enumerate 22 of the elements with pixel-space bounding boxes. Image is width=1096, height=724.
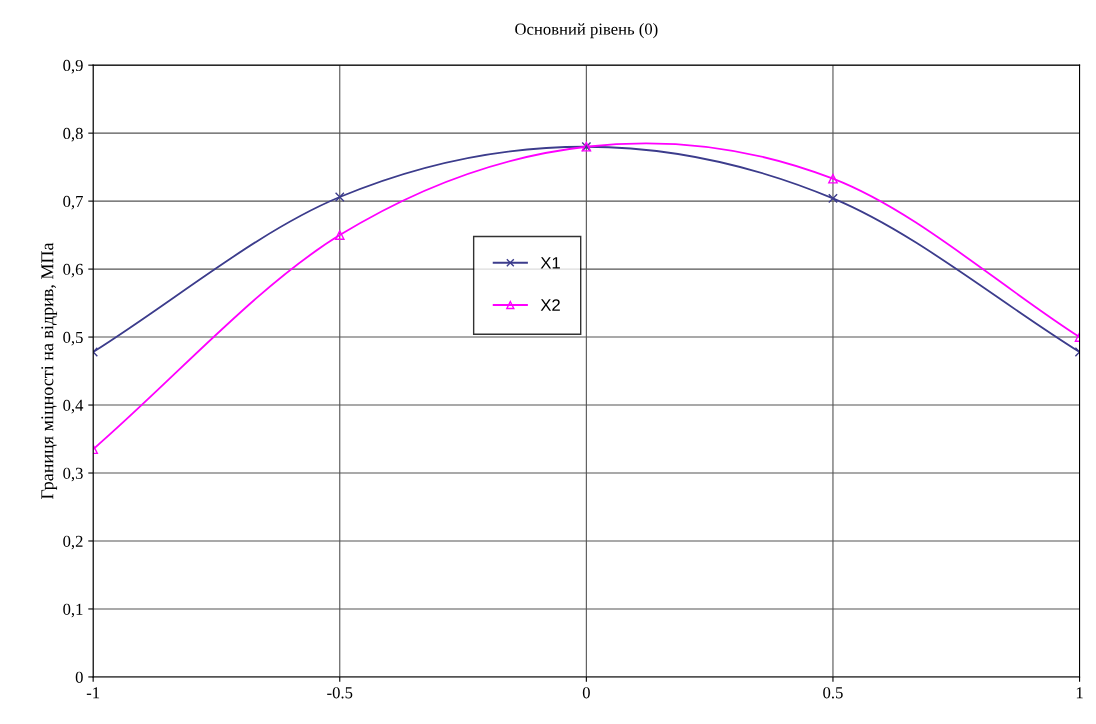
point bbox=[828, 193, 838, 204]
x-tick-label: 1 bbox=[1076, 687, 1083, 699]
y-tick-label: 0,4 bbox=[63, 399, 84, 414]
chart-title: Основний рівень (0) bbox=[515, 23, 658, 39]
point bbox=[828, 173, 838, 184]
y-tick-label: 0,7 bbox=[63, 195, 83, 210]
x-tick-label: 0 bbox=[582, 687, 590, 699]
y-tick-label: 0,8 bbox=[63, 127, 83, 142]
x-tick-label: 0.5 bbox=[823, 687, 843, 699]
legend-label: X2 bbox=[540, 299, 560, 311]
point bbox=[334, 192, 345, 202]
y-tick-label: 0,2 bbox=[63, 535, 83, 550]
legend-label: X1 bbox=[540, 257, 560, 269]
y-tick-label: 0,1 bbox=[63, 603, 83, 618]
y-axis-title: Границя міцності на відрив, МПа bbox=[41, 242, 58, 500]
y-tick-label: 0 bbox=[75, 671, 83, 683]
y-tick-label: 0,6 bbox=[63, 263, 83, 278]
y-tick-label: 0,3 bbox=[63, 467, 83, 482]
x-tick-label: -0.5 bbox=[327, 687, 353, 699]
y-tick-label: 0,5 bbox=[63, 331, 83, 346]
x-tick-label: -1 bbox=[86, 687, 100, 699]
y-tick-label: 0,9 bbox=[63, 59, 83, 74]
